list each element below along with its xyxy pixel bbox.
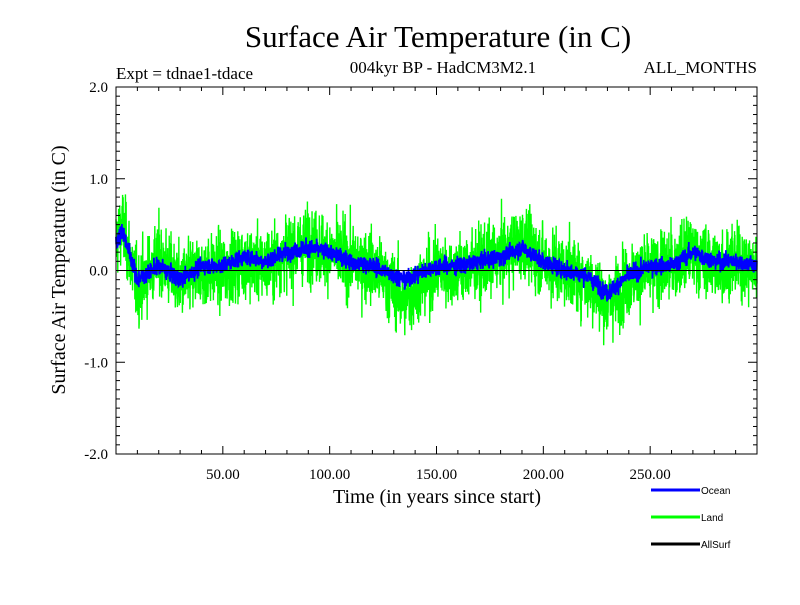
y-tick-label: 1.0 <box>89 172 108 188</box>
chart-subtitle-left: Expt = tdnae1-tdace <box>116 64 253 83</box>
series-line-ocean <box>115 223 758 302</box>
x-tick-label: 50.00 <box>206 467 240 483</box>
legend-label-allsurf: AllSurf <box>701 540 731 551</box>
y-tick-label: 2.0 <box>89 80 108 96</box>
legend-label-ocean: Ocean <box>701 486 730 497</box>
chart-subtitle-center: 004kyr BP - HadCM3M2.1 <box>350 58 536 77</box>
x-tick-label: 100.00 <box>309 467 350 483</box>
y-axis: -2.0 -1.0 0.0 1.0 2.0 <box>84 80 757 463</box>
x-axis-label: Time (in years since start) <box>333 486 541 508</box>
y-tick-label: 0.0 <box>89 264 108 280</box>
legend-label-land: Land <box>701 513 723 524</box>
legend: Ocean Land AllSurf <box>651 486 731 551</box>
chart-subtitle-right: ALL_MONTHS <box>644 58 757 77</box>
x-tick-label: 200.00 <box>523 467 564 483</box>
x-tick-label: 150.00 <box>416 467 457 483</box>
x-tick-label: 250.00 <box>630 467 671 483</box>
series-line-land <box>115 194 758 346</box>
x-axis: 50.00 100.00 150.00 200.00 250.00 <box>136 87 737 483</box>
y-tick-label: -2.0 <box>84 447 108 463</box>
series-layer <box>115 194 758 346</box>
chart-title: Surface Air Temperature (in C) <box>245 19 631 54</box>
y-tick-label: -1.0 <box>84 355 108 371</box>
y-axis-label: Surface Air Temperature (in C) <box>48 145 70 394</box>
